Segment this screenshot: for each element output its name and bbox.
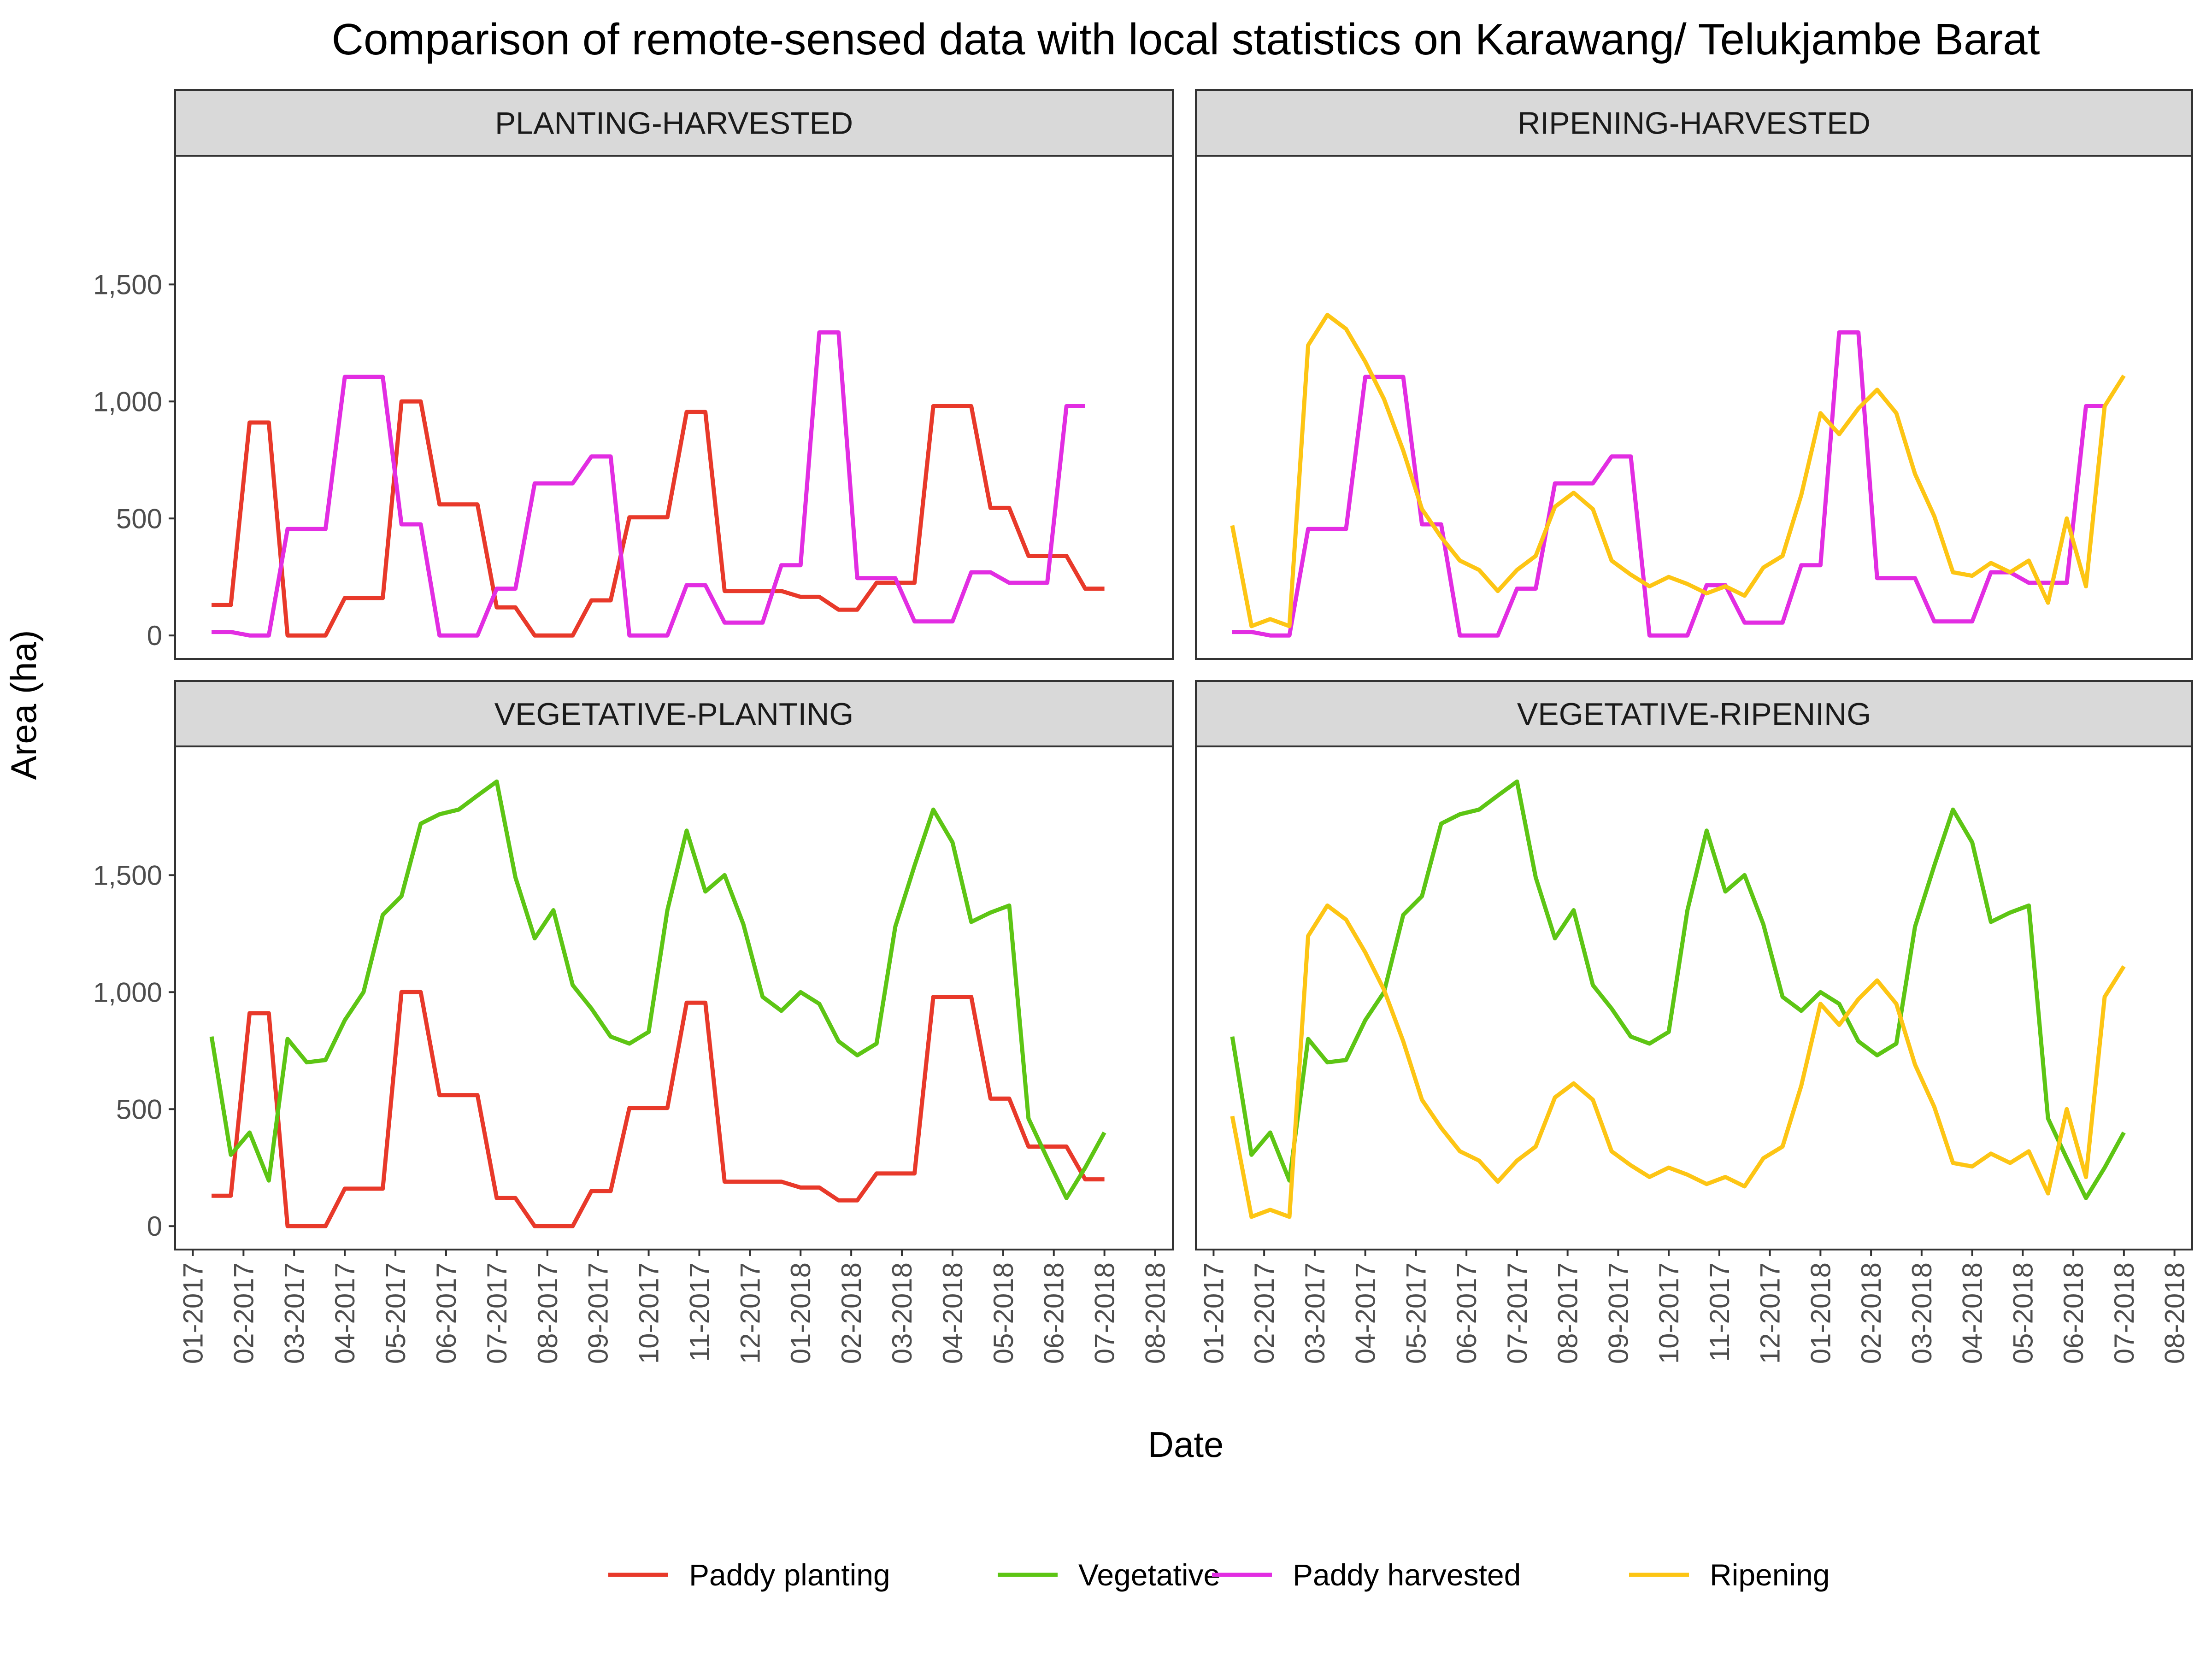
y-tick-label: 1,500 bbox=[93, 860, 162, 891]
panel-planting-harvested: PLANTING-HARVESTED 0 500 1,000 1,500 bbox=[93, 89, 1174, 660]
x-tick-label: 02-2018 bbox=[1856, 1262, 1887, 1364]
x-tick-label: 02-2017 bbox=[1249, 1262, 1280, 1364]
x-tick-label: 08-2018 bbox=[1140, 1262, 1171, 1364]
panel-ripening-harvested: RIPENING-HARVESTED bbox=[1195, 89, 2193, 660]
x-tick-label: 07-2017 bbox=[482, 1262, 512, 1364]
series-line-paddy-harvested bbox=[1232, 330, 2105, 638]
x-tick-label: 02-2018 bbox=[836, 1262, 867, 1364]
panel-strip-label: RIPENING-HARVESTED bbox=[1518, 106, 1871, 141]
panel-vegetative-ripening: VEGETATIVE-RIPENING 01-2017 02-2017 03-2017… bbox=[1195, 680, 2193, 1364]
x-tick-label: 04-2018 bbox=[937, 1262, 968, 1364]
legend-label: Paddy planting bbox=[689, 1558, 890, 1592]
x-tick-label: 07-2017 bbox=[1502, 1262, 1533, 1364]
panel-strip bbox=[174, 89, 1174, 157]
legend-item-paddy-harvested: Paddy harvested bbox=[1212, 1558, 1521, 1592]
series-line-paddy-harvested bbox=[212, 330, 1085, 638]
panel-strip-label: VEGETATIVE-PLANTING bbox=[494, 697, 854, 732]
x-tick-label: 01-2017 bbox=[178, 1262, 209, 1364]
x-tick-label: 05-2018 bbox=[988, 1262, 1019, 1364]
legend-item-ripening: Ripening bbox=[1629, 1558, 1830, 1592]
panels-layer: PLANTING-HARVESTED 0 500 1,000 1,500 RIPENING… bbox=[93, 89, 2193, 1364]
y-tick-label: 0 bbox=[147, 1211, 162, 1242]
x-tick-label: 08-2017 bbox=[1553, 1262, 1583, 1364]
x-tick-label: 08-2018 bbox=[2159, 1262, 2190, 1364]
y-tick-label: 1,000 bbox=[93, 386, 162, 417]
x-tick-label: 03-2017 bbox=[1300, 1262, 1330, 1364]
series-line-ripening bbox=[1230, 903, 2126, 1219]
x-tick-label: 07-2018 bbox=[2109, 1262, 2140, 1364]
x-tick-label: 04-2017 bbox=[1350, 1262, 1381, 1364]
x-tick-label: 11-2017 bbox=[1704, 1262, 1735, 1362]
plot-area bbox=[175, 746, 1173, 1250]
y-tick-label: 0 bbox=[147, 620, 162, 651]
plot-area bbox=[1196, 746, 2192, 1250]
legend-item-paddy-planting: Paddy planting bbox=[608, 1558, 890, 1592]
panel-border bbox=[1195, 155, 2193, 660]
legend-label: Paddy harvested bbox=[1293, 1558, 1521, 1592]
x-tick-label: 12-2017 bbox=[735, 1262, 765, 1364]
x-tick-label: 04-2018 bbox=[1957, 1262, 1988, 1364]
x-tick-label: 08-2017 bbox=[532, 1262, 563, 1364]
x-tick-label: 10-2017 bbox=[634, 1262, 665, 1364]
x-tick-label: 05-2017 bbox=[380, 1262, 411, 1364]
x-tick-label: 01-2018 bbox=[1805, 1262, 1836, 1364]
y-tick-label: 1,000 bbox=[93, 977, 162, 1008]
panel-vegetative-planting: VEGETATIVE-PLANTING 0 500 1,000 1,500 01-2017… bbox=[93, 680, 1174, 1364]
panel-border bbox=[174, 155, 1174, 660]
x-tick-label: 05-2017 bbox=[1400, 1262, 1431, 1364]
x-tick-label: 04-2017 bbox=[329, 1262, 360, 1364]
y-axis-title: Area (ha) bbox=[3, 630, 44, 780]
x-tick-label: 12-2017 bbox=[1755, 1262, 1786, 1364]
series-line-paddy-planting bbox=[212, 399, 1105, 638]
x-tick-label: 06-2017 bbox=[431, 1262, 462, 1364]
panel-strip-label: PLANTING-HARVESTED bbox=[495, 106, 853, 141]
x-tick-label: 06-2017 bbox=[1451, 1262, 1482, 1364]
y-tick-label: 500 bbox=[116, 1094, 162, 1125]
x-tick-label: 06-2018 bbox=[1039, 1262, 1070, 1364]
series-line-ripening bbox=[1230, 312, 2126, 628]
panel-border bbox=[174, 745, 1174, 1250]
panel-border bbox=[1195, 745, 2193, 1250]
legend-item-vegetative: Vegetative bbox=[998, 1558, 1220, 1592]
x-tick-label: 03-2017 bbox=[279, 1262, 310, 1364]
legend: Paddy planting Vegetative Paddy harvested R… bbox=[608, 1558, 1830, 1592]
series-line-paddy-planting bbox=[212, 990, 1105, 1228]
x-tick-label: 03-2018 bbox=[1906, 1262, 1937, 1364]
legend-label: Ripening bbox=[1710, 1558, 1830, 1592]
x-tick-label: 06-2018 bbox=[2058, 1262, 2089, 1364]
y-tick-label: 1,500 bbox=[93, 269, 162, 300]
x-tick-label: 10-2017 bbox=[1653, 1262, 1684, 1364]
x-tick-label: 05-2018 bbox=[2007, 1262, 2038, 1364]
x-tick-label: 01-2018 bbox=[785, 1262, 816, 1364]
x-axis-title: Date bbox=[1148, 1424, 1224, 1465]
x-tick-label: 11-2017 bbox=[684, 1262, 715, 1362]
series-line-vegetative bbox=[209, 779, 1106, 1200]
x-tick-label: 09-2017 bbox=[1603, 1262, 1634, 1364]
x-tick-label: 09-2017 bbox=[583, 1262, 614, 1364]
panel-strip bbox=[174, 680, 1174, 747]
y-tick-label: 500 bbox=[116, 503, 162, 534]
x-tick-label: 02-2017 bbox=[228, 1262, 259, 1364]
series-line-vegetative bbox=[1230, 779, 2126, 1200]
x-tick-label: 03-2018 bbox=[887, 1262, 918, 1364]
chart-title: Comparison of remote-sensed data with lo… bbox=[332, 15, 2040, 64]
panel-strip-label: VEGETATIVE-RIPENING bbox=[1517, 697, 1871, 732]
legend-label: Vegetative bbox=[1078, 1558, 1220, 1592]
x-tick-label: 07-2018 bbox=[1089, 1262, 1120, 1364]
x-tick-label: 01-2017 bbox=[1198, 1262, 1229, 1364]
